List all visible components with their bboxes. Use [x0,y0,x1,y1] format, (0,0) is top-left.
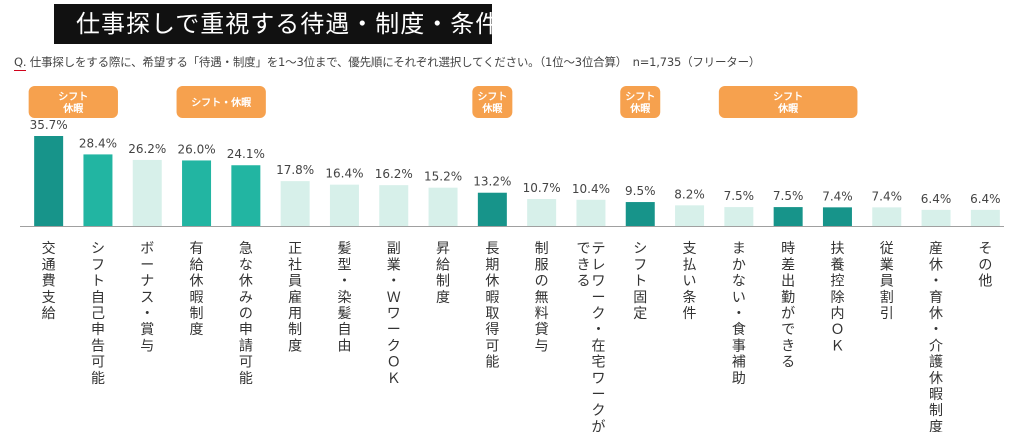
data-label-3: 26.0% [177,142,215,156]
data-label-9: 13.2% [473,175,511,189]
category-label-15: 時差出勤ができる [781,241,795,370]
category-label-8: 昇給制度 [436,241,450,306]
badge-0 [28,86,118,118]
category-label-9: 長期休暇取得可能 [485,241,499,370]
badge-text-1: シフト・休暇 [191,96,251,109]
data-label-13: 8.2% [674,187,705,201]
bar-18 [921,209,951,226]
title-banner: 仕事探しで重視する待遇・制度・条件 [54,4,499,44]
badge-2 [472,86,513,118]
data-label-16: 7.4% [822,189,853,203]
category-label-12: シフト固定 [633,241,647,322]
bar-17 [872,207,902,226]
data-label-5: 17.8% [276,163,314,177]
data-label-7: 16.2% [375,167,413,181]
category-label-2: ボーナス・賞与 [140,241,154,354]
question-text: Q. 仕事探しをする際に、希望する「待遇・制度」を1～3位まで、優先順にそれぞれ… [14,54,760,70]
badge-text-2: シフト休暇 [477,91,507,115]
category-label-14: まかない・食事補助 [732,241,746,387]
bar-0 [34,136,64,226]
category-label-5: 正社員雇用制度 [288,241,302,354]
bar-6 [329,184,359,226]
category-label-1: シフト自己申告可能 [91,241,105,387]
badge-1 [176,86,266,118]
question-body: 仕事探しをする際に、希望する「待遇・制度」を1～3位まで、優先順にそれぞれ選択し… [29,55,761,69]
bar-14 [724,207,754,226]
data-label-18: 6.4% [921,192,952,206]
category-label-0: 交通費支給 [42,240,56,322]
category-label-3: 有給休暇制度 [190,241,204,338]
bar-9 [477,192,507,226]
badge-3 [620,86,661,118]
data-label-2: 26.2% [128,142,166,156]
bar-3 [182,160,212,226]
category-label-4: 急な休みの申請可能 [239,241,253,387]
badge-4 [718,86,858,118]
bar-5 [280,181,310,226]
data-label-12: 9.5% [625,184,656,198]
data-label-15: 7.5% [773,189,804,203]
bar-19 [970,209,1000,226]
question-prefix: Q. [14,55,27,69]
data-label-11: 10.4% [572,182,610,196]
data-label-19: 6.4% [970,192,1001,206]
page-title: 仕事探しで重視する待遇・制度・条件 [76,10,501,38]
badge-text-3: シフト休暇 [625,91,655,115]
bar-15 [773,207,803,226]
data-label-8: 15.2% [424,170,462,184]
bar-11 [576,199,606,226]
data-label-10: 10.7% [523,181,561,195]
data-label-0: 35.7% [30,118,68,132]
bar-2 [132,159,162,226]
category-label-19: その他 [978,241,992,289]
bar-12 [625,202,655,226]
category-label-10: 制服の無料貸与 [535,241,549,354]
bar-16 [822,207,852,226]
category-label-11-0: テレワーク・在宅ワークが [591,241,605,432]
bar-4 [231,165,261,226]
bar-chart: 35.7% 28.4% 26.2% 26.0% 24.1% 17.8% 16.4% 16.2%… [20,86,1004,432]
badge-text-0: シフト休暇 [58,91,88,115]
badge-text-4: シフト休暇 [773,91,803,115]
category-label-11-1: できる [576,241,590,289]
category-label-16: 扶養控除内ＯＫ [830,241,844,354]
bar-1 [83,154,113,226]
bar-7 [379,185,409,226]
category-label-17: 従業員割引 [880,241,894,322]
bar-13 [675,205,705,226]
data-label-14: 7.5% [724,189,755,203]
data-label-4: 24.1% [227,147,265,161]
data-label-6: 16.4% [325,167,363,181]
category-label-7: 副業・ＷワークＯＫ [387,241,401,387]
bar-10 [527,199,557,226]
bar-8 [428,187,458,226]
category-label-6: 髪型・染髪自由 [337,241,351,354]
data-label-1: 28.4% [79,136,117,150]
category-label-18: 産休・育休・介護休暇制度 [929,241,943,432]
data-label-17: 7.4% [872,189,903,203]
category-label-13: 支払い条件 [683,241,697,322]
